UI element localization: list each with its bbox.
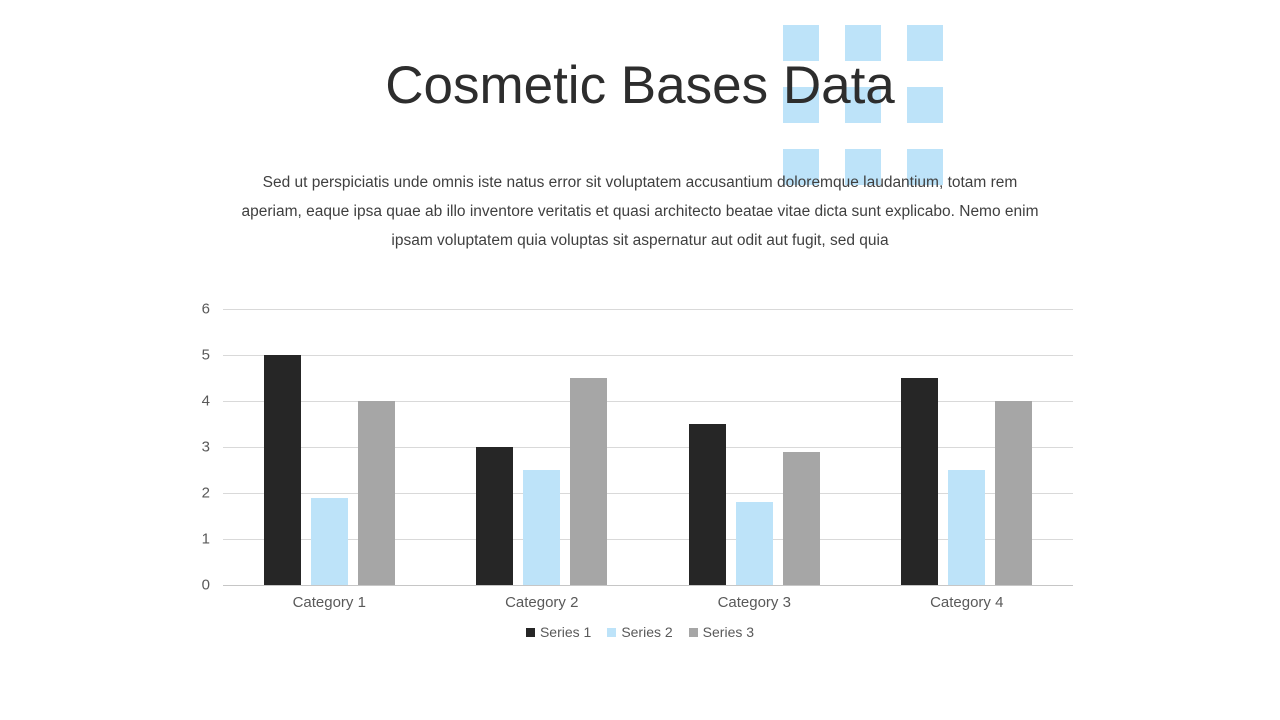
legend-label-series-1: Series 1 xyxy=(539,624,592,640)
bar-series-1-category-1 xyxy=(263,355,301,585)
bar-series-1-category-4 xyxy=(901,378,939,585)
legend-marker-series-1 xyxy=(525,627,535,637)
decor-square xyxy=(783,149,819,185)
gridline-0 xyxy=(223,585,1073,586)
legend-marker-series-3 xyxy=(688,627,698,637)
decor-square xyxy=(783,25,819,61)
decor-square xyxy=(845,149,881,185)
y-axis-tick-label-3: 3 xyxy=(201,438,210,456)
category-group-category-4 xyxy=(861,309,1074,585)
category-group-category-1 xyxy=(223,309,436,585)
bar-series-2-category-2 xyxy=(523,470,561,585)
x-axis-label-category-4: Category 4 xyxy=(930,594,1004,611)
legend-item-series-1: Series 1 xyxy=(525,624,592,640)
y-axis-tick-label-4: 4 xyxy=(201,392,210,410)
gridline-5 xyxy=(223,355,1073,356)
chart-legend: Series 1 Series 2 Series 3 xyxy=(0,624,1280,640)
gridline-3 xyxy=(223,447,1073,448)
y-axis-tick-label-5: 5 xyxy=(201,346,210,364)
bars-container xyxy=(223,309,1073,585)
decor-square xyxy=(907,149,943,185)
bar-series-2-category-3 xyxy=(735,502,773,585)
x-axis-label-category-1: Category 1 xyxy=(292,594,366,611)
bar-series-1-category-3 xyxy=(688,424,726,585)
x-axis-label-category-3: Category 3 xyxy=(717,594,791,611)
y-axis-tick-label-2: 2 xyxy=(201,484,210,502)
bar-series-3-category-1 xyxy=(357,401,395,585)
gridline-4 xyxy=(223,401,1073,402)
slide-title: Cosmetic Bases Data xyxy=(385,56,895,115)
category-group-category-2 xyxy=(436,309,649,585)
legend-label-series-3: Series 3 xyxy=(702,624,755,640)
decor-square xyxy=(907,25,943,61)
legend-item-series-2: Series 2 xyxy=(607,624,673,640)
bar-series-3-category-2 xyxy=(570,378,608,585)
y-axis-tick-label-1: 1 xyxy=(201,530,210,548)
bar-series-3-category-3 xyxy=(782,451,820,585)
bar-series-3-category-4 xyxy=(995,401,1033,585)
y-axis: 0 1 2 3 4 5 6 xyxy=(150,301,210,594)
body-line: ipsam voluptatem quia voluptas sit asper… xyxy=(391,232,889,249)
decor-square xyxy=(783,87,819,123)
x-axis-label-category-2: Category 2 xyxy=(505,594,579,611)
bar-series-2-category-4 xyxy=(948,470,986,585)
body-line: aperiam, eaque ipsa quae ab illo invento… xyxy=(241,203,1039,220)
decor-square xyxy=(907,87,943,123)
gridline-2 xyxy=(223,493,1073,494)
gridline-6 xyxy=(223,309,1073,310)
y-axis-tick-label-6: 6 xyxy=(201,300,210,318)
decorative-square-grid xyxy=(783,25,943,185)
legend-marker-series-2 xyxy=(607,627,617,637)
bar-series-2-category-1 xyxy=(310,497,348,585)
body-line: Sed ut perspiciatis unde omnis iste natu… xyxy=(262,174,1018,191)
bar-series-1-category-2 xyxy=(476,447,514,585)
decor-square xyxy=(845,25,881,61)
decor-square xyxy=(845,87,881,123)
legend-item-series-3: Series 3 xyxy=(688,624,755,640)
y-axis-tick-label-0: 0 xyxy=(201,576,210,594)
gridline-1 xyxy=(223,539,1073,540)
body-paragraph: Sed ut perspiciatis unde omnis iste natu… xyxy=(210,168,1070,255)
legend-label-series-2: Series 2 xyxy=(621,624,673,640)
x-axis: Category 1 Category 2 Category 3 Category 4 xyxy=(223,594,1073,611)
category-group-category-3 xyxy=(648,309,861,585)
plot-area xyxy=(223,309,1073,586)
